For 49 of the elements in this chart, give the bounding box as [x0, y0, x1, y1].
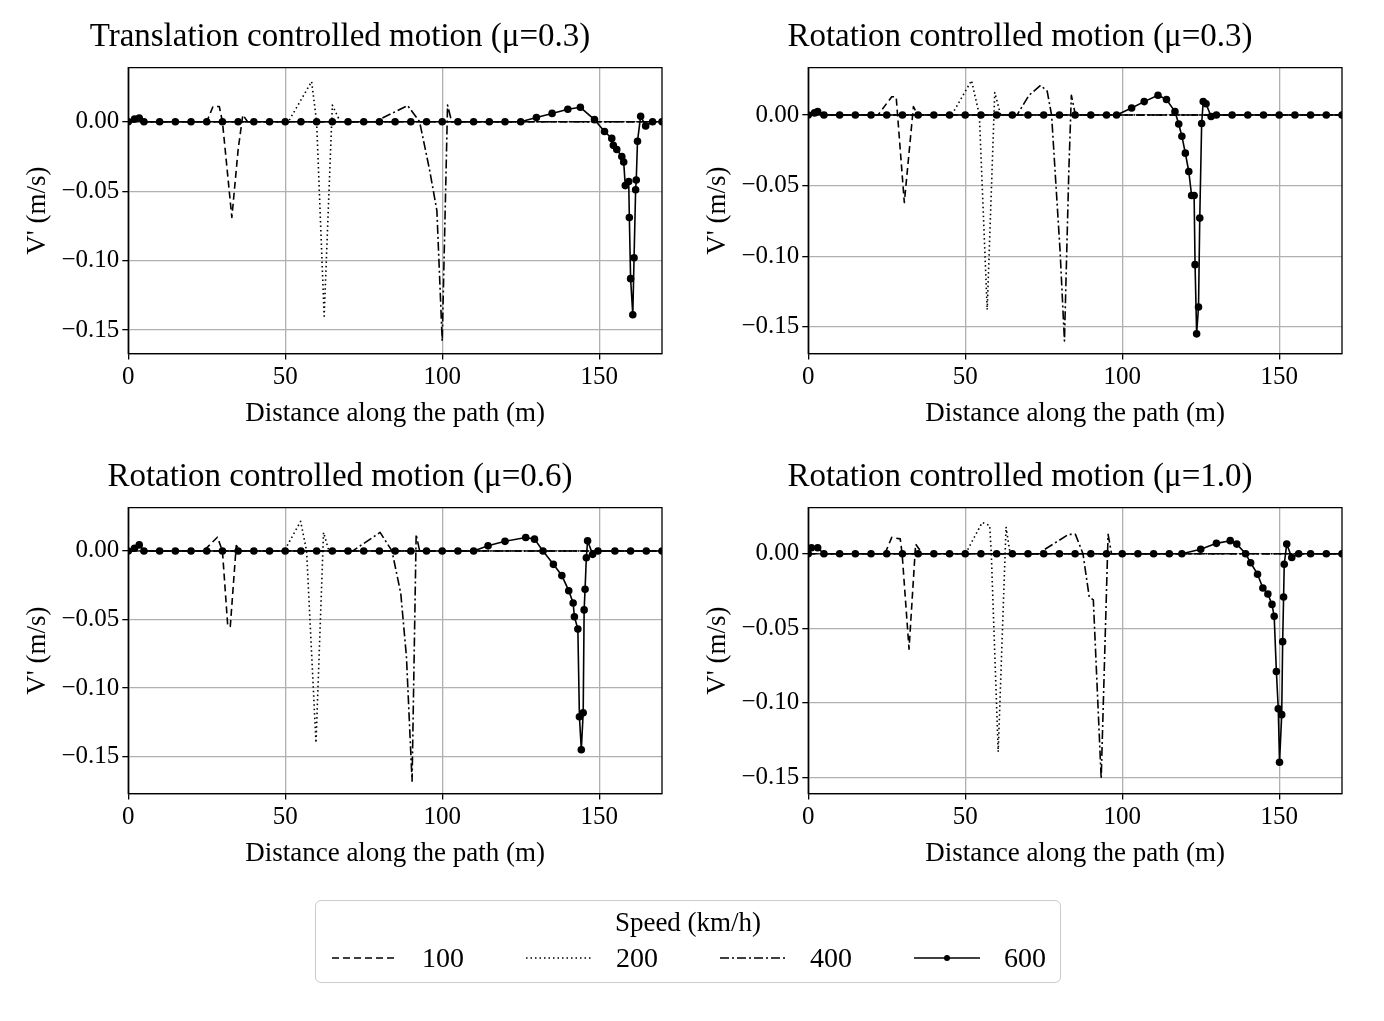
x-axis-title: Distance along the path (m)	[925, 836, 1226, 867]
y-tick-label: −0.15	[61, 314, 120, 342]
y-tick-label: −0.15	[61, 741, 120, 769]
chart-title: Translation controlled motion (μ=0.3)	[89, 17, 591, 55]
y-axis-title: V' (m/s)	[701, 606, 732, 695]
x-tick-label: 50	[272, 802, 298, 830]
x-tick-label: 100	[423, 802, 461, 830]
y-tick-label: −0.05	[741, 170, 800, 198]
x-tick-label: 150	[1260, 362, 1298, 390]
x-tick-label: 150	[1260, 802, 1298, 830]
x-tick-label: 0	[122, 802, 135, 830]
x-tick-label: 50	[952, 362, 978, 390]
x-axis-title: Distance along the path (m)	[245, 396, 546, 427]
x-tick-label: 150	[580, 802, 618, 830]
legend-title: Speed (km/h)	[613, 907, 763, 938]
legend-label: 100	[422, 942, 464, 974]
y-tick-label: −0.05	[61, 175, 120, 203]
y-axis-title: V' (m/s)	[21, 606, 52, 695]
y-tick-label: 0.00	[755, 538, 800, 566]
y-axis-title: V' (m/s)	[701, 166, 732, 255]
chart-title: Rotation controlled motion (μ=0.6)	[107, 457, 573, 495]
x-tick-label: 100	[1103, 802, 1141, 830]
x-tick-label: 0	[122, 362, 135, 390]
y-axis-title: V' (m/s)	[21, 166, 52, 255]
legend-label: 400	[810, 942, 852, 974]
chart-title: Rotation controlled motion (μ=0.3)	[787, 17, 1253, 55]
y-tick-label: −0.05	[61, 604, 120, 632]
y-tick-label: 0.00	[75, 535, 120, 563]
y-tick-label: 0.00	[755, 99, 800, 127]
x-axis-title: Distance along the path (m)	[245, 836, 546, 867]
y-tick-label: −0.05	[741, 612, 800, 640]
y-tick-label: −0.15	[741, 311, 800, 339]
x-tick-label: 50	[952, 802, 978, 830]
y-tick-label: −0.10	[741, 240, 800, 268]
y-tick-label: 0.00	[75, 106, 120, 134]
x-tick-label: 0	[802, 362, 815, 390]
x-tick-label: 100	[1103, 362, 1141, 390]
legend-label: 600	[1004, 942, 1046, 974]
x-axis-title: Distance along the path (m)	[925, 396, 1226, 427]
x-tick-label: 100	[423, 362, 461, 390]
y-tick-label: −0.10	[61, 672, 120, 700]
x-tick-label: 0	[802, 802, 815, 830]
x-tick-label: 150	[580, 362, 618, 390]
y-tick-label: −0.10	[741, 687, 800, 715]
y-tick-label: −0.15	[741, 761, 800, 789]
chart-title: Rotation controlled motion (μ=1.0)	[787, 457, 1253, 495]
legend-label: 200	[616, 942, 658, 974]
x-tick-label: 50	[272, 362, 298, 390]
y-tick-label: −0.10	[61, 245, 120, 273]
